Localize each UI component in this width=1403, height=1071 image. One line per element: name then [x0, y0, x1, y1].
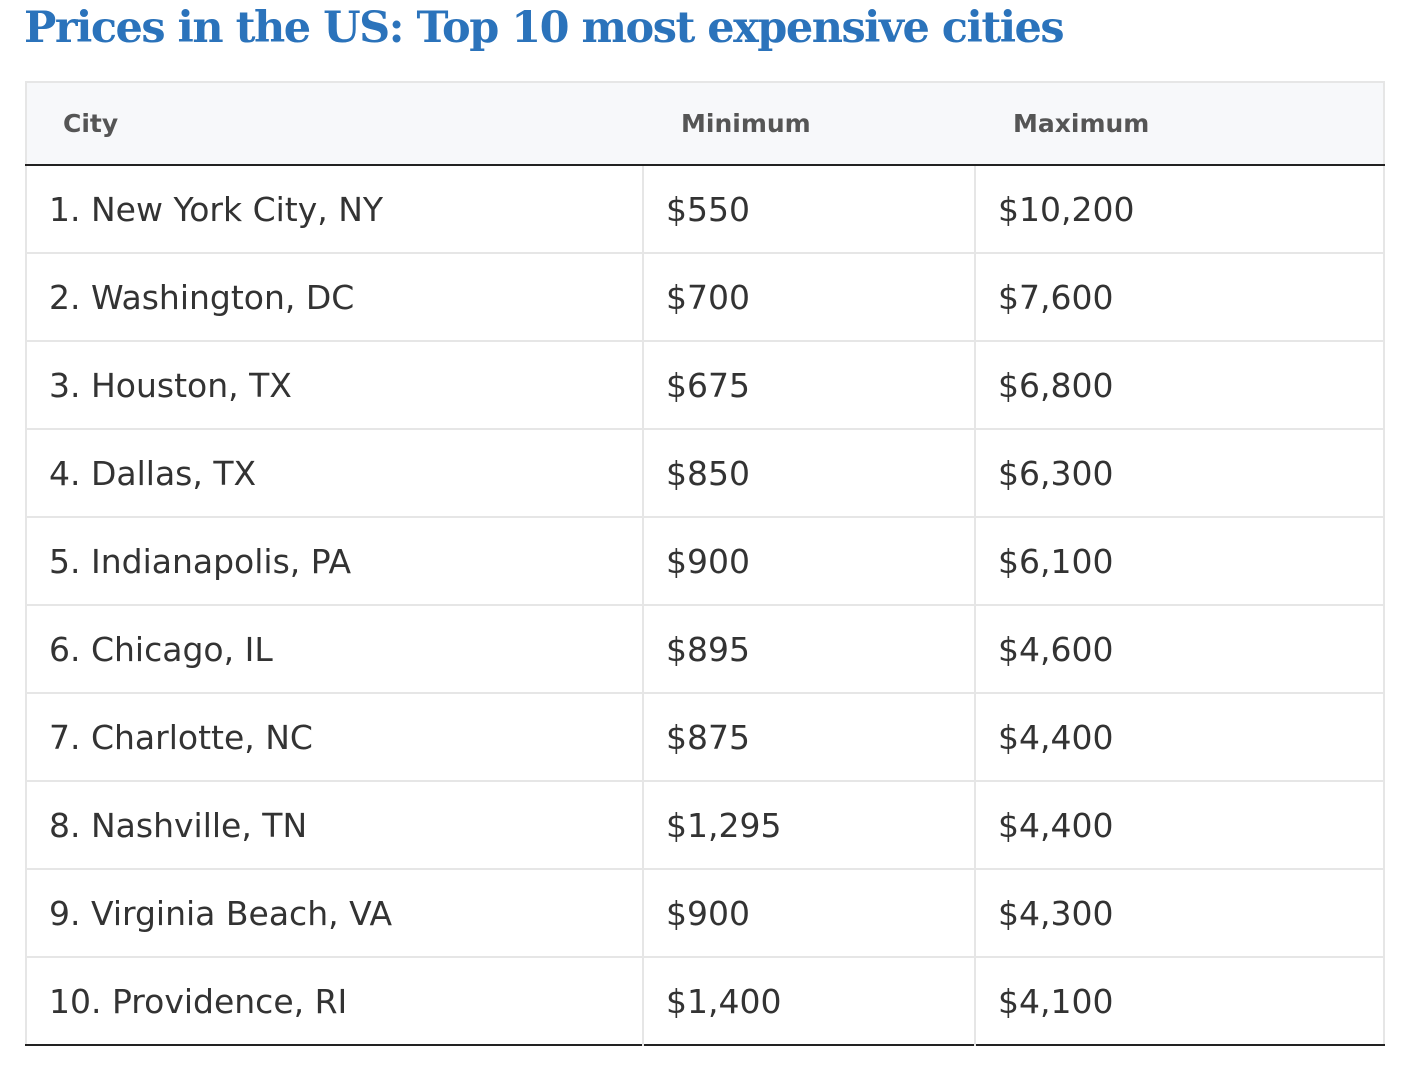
cell-minimum: $700 [643, 253, 976, 342]
cell-maximum: $6,300 [975, 429, 1384, 518]
cell-minimum: $550 [643, 165, 976, 254]
table-row: 4. Dallas, TX $850 $6,300 [26, 429, 1384, 518]
cell-city: 10. Providence, RI [26, 957, 644, 1045]
cell-minimum: $850 [643, 429, 976, 518]
cell-city: 6. Chicago, IL [26, 605, 644, 694]
cell-maximum: $6,100 [975, 517, 1384, 606]
cell-minimum: $875 [643, 693, 976, 782]
cell-maximum: $6,800 [975, 341, 1384, 430]
cell-city: 8. Nashville, TN [26, 781, 644, 870]
cell-maximum: $7,600 [975, 253, 1384, 342]
cell-city: 5. Indianapolis, PA [26, 517, 644, 606]
cell-maximum: $4,300 [975, 869, 1384, 958]
page-title: Prices in the US: Top 10 most expensive … [24, 3, 1065, 53]
cell-maximum: $4,600 [975, 605, 1384, 694]
cell-city: 3. Houston, TX [26, 341, 644, 430]
cell-minimum: $1,295 [643, 781, 976, 870]
cell-maximum: $10,200 [975, 165, 1384, 254]
cell-city: 7. Charlotte, NC [26, 693, 644, 782]
table-row: 8. Nashville, TN $1,295 $4,400 [26, 781, 1384, 870]
table-row: 7. Charlotte, NC $875 $4,400 [26, 693, 1384, 782]
cell-minimum: $895 [643, 605, 976, 694]
cell-maximum: $4,400 [975, 781, 1384, 870]
cell-city: 1. New York City, NY [26, 165, 644, 254]
table-header: City Minimum Maximum [26, 82, 1384, 166]
column-header-city: City [26, 82, 643, 166]
cell-minimum: $900 [643, 869, 976, 958]
table-row: 10. Providence, RI $1,400 $4,100 [26, 957, 1384, 1045]
column-header-maximum: Maximum [975, 82, 1384, 166]
cell-minimum: $675 [643, 341, 976, 430]
table-row: 5. Indianapolis, PA $900 $6,100 [26, 517, 1384, 606]
table-row: 6. Chicago, IL $895 $4,600 [26, 605, 1384, 694]
cell-minimum: $1,400 [643, 957, 976, 1045]
cell-maximum: $4,400 [975, 693, 1384, 782]
table-row: 1. New York City, NY $550 $10,200 [26, 165, 1384, 254]
column-header-minimum: Minimum [643, 82, 975, 166]
table-row: 2. Washington, DC $700 $7,600 [26, 253, 1384, 342]
cell-city: 2. Washington, DC [26, 253, 644, 342]
cell-city: 9. Virginia Beach, VA [26, 869, 644, 958]
cell-maximum: $4,100 [998, 981, 1114, 1021]
cell-city: 4. Dallas, TX [26, 429, 644, 518]
table-row: 3. Houston, TX $675 $6,800 [26, 341, 1384, 430]
header-row: City Minimum Maximum [26, 82, 1384, 166]
table-row: 9. Virginia Beach, VA $900 $4,300 [26, 869, 1384, 958]
price-table: City Minimum Maximum 1. New York City, N… [25, 81, 1385, 1046]
table-body: 1. New York City, NY $550 $10,200 2. Was… [26, 165, 1384, 1045]
cell-minimum: $900 [643, 517, 976, 606]
